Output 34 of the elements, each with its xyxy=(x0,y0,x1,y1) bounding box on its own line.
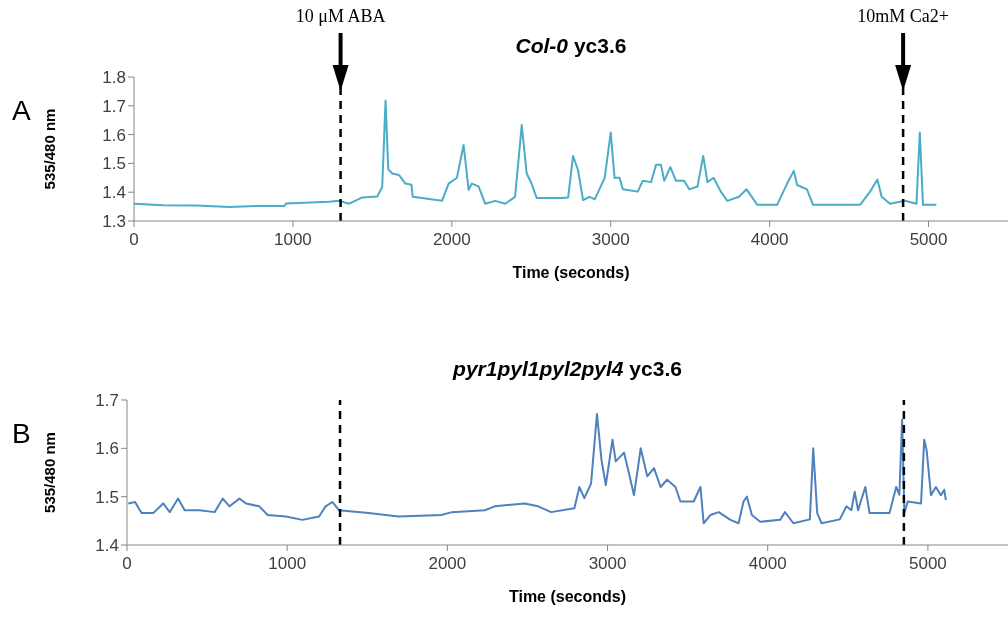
line-series xyxy=(134,99,938,208)
text: B xyxy=(12,418,31,450)
y-tick-label: 1.3 xyxy=(102,212,126,232)
y-axis-title: 535/480 nm xyxy=(41,432,59,513)
x-tick-label: 5000 xyxy=(909,230,948,250)
x-tick-label: 4000 xyxy=(748,554,787,574)
x-axis-title: Time (seconds) xyxy=(508,588,627,605)
x-tick-label: 1000 xyxy=(274,230,312,250)
y-axis-title: 535/480 nm xyxy=(41,108,59,190)
x-tick-label: 3000 xyxy=(591,230,630,250)
y-tick-label: 1.6 xyxy=(95,439,119,459)
x-tick-label: 4000 xyxy=(750,230,789,250)
ref-line-label: 10 μM ABA xyxy=(295,6,386,26)
chart-title: Col-0 yc3.6 xyxy=(515,34,627,57)
x-axis-title: Time (seconds) xyxy=(512,264,630,281)
text: A xyxy=(12,95,31,127)
x-tick-label: 0 xyxy=(129,230,139,250)
y-tick-label: 1.4 xyxy=(102,183,126,203)
x-tick-label: 3000 xyxy=(588,554,627,574)
y-tick-label: 1.8 xyxy=(102,68,126,88)
y-tick-label: 1.7 xyxy=(95,391,119,411)
chart-title: pyr1pyl1pyl2pyl4 yc3.6 xyxy=(453,357,682,380)
line-series xyxy=(127,413,947,525)
y-tick-label: 1.6 xyxy=(102,125,126,145)
x-tick-label: 5000 xyxy=(909,554,947,574)
x-tick-label: 2000 xyxy=(432,230,471,250)
x-tick-label: 1000 xyxy=(268,554,307,574)
y-tick-label: 1.4 xyxy=(95,536,119,556)
y-tick-label: 1.7 xyxy=(102,96,126,116)
x-tick-label: 2000 xyxy=(428,554,467,574)
x-tick-label: 0 xyxy=(122,554,132,574)
y-tick-label: 1.5 xyxy=(95,487,119,507)
y-tick-label: 1.5 xyxy=(102,154,126,174)
ref-line-label: 10mM Ca2+ xyxy=(857,6,949,26)
